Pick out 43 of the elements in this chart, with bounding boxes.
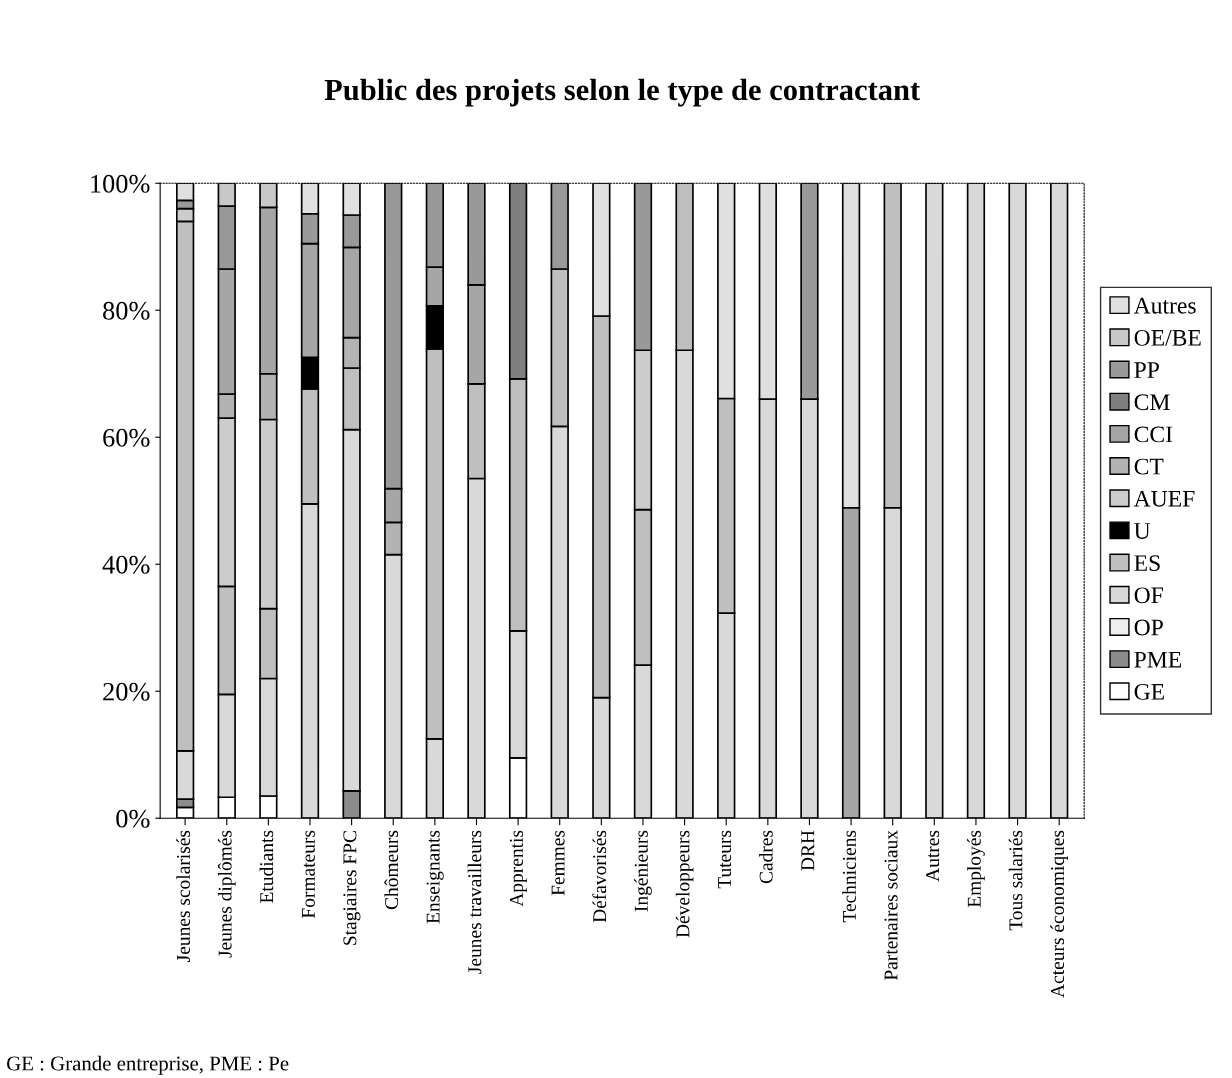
x-tick-label: Acteurs économiques — [1050, 830, 1069, 998]
x-tick-label: Apprentis — [509, 830, 527, 907]
x-tick-label: Techniciens — [842, 830, 856, 923]
x-tick-label: Femmes — [551, 830, 565, 896]
y-tick-label: 40% — [102, 555, 150, 574]
text: GE : Grande entreprise, PME : Pe — [7, 1055, 289, 1075]
x-tick-label: Jeunes scolarisés — [176, 830, 190, 962]
x-tick-label: Cadres — [759, 830, 773, 884]
legend-label: Autres — [1133, 297, 1196, 314]
y-tick-label: 80% — [103, 301, 150, 320]
legend-label: OP — [1134, 619, 1163, 636]
legend-label: CCI — [1134, 426, 1173, 443]
x-tick-label: Formateurs — [301, 830, 315, 919]
y-tick-label: 100% — [91, 174, 150, 193]
chart-title: Public des projets selon le type de contractant — [324, 78, 921, 107]
x-tick-label: Chômeurs — [384, 830, 399, 910]
x-tick-label: Employés — [967, 830, 985, 908]
x-tick-label: Jeunes diplômés — [217, 830, 236, 958]
x-tick-label: Tuteurs — [718, 830, 732, 889]
legend-label: GE — [1134, 683, 1164, 700]
x-tick-label: Défavorisés — [592, 830, 607, 923]
x-tick-label: Jeunes travailleurs — [467, 830, 482, 974]
x-tick-label: Développeurs — [675, 830, 694, 938]
x-tick-label: Stagiaires FPC — [343, 831, 361, 945]
x-tick-label: Partenaires sociaux — [884, 830, 898, 981]
legend-label: PP — [1134, 362, 1159, 378]
legend-label: ES — [1134, 555, 1160, 572]
y-tick-label: 20% — [103, 682, 150, 701]
y-tick-label: 0% — [116, 809, 150, 828]
legend-label: PME — [1134, 651, 1182, 668]
x-tick-label: Autres — [926, 830, 940, 882]
x-tick-label: Etudiants — [259, 830, 274, 903]
x-tick-label: Enseignants — [426, 830, 444, 924]
x-tick-label: Ingénieurs — [634, 830, 652, 912]
y-tick-label: 60% — [103, 428, 150, 447]
x-tick-label: DRH — [801, 830, 815, 871]
legend-label: CT — [1134, 458, 1164, 475]
legend-label: OF — [1134, 587, 1163, 604]
legend-label: CM — [1134, 394, 1170, 411]
legend-label: U — [1134, 523, 1151, 539]
x-tick-label: Tous salariés — [1008, 830, 1023, 931]
legend-label: OE/BE — [1134, 329, 1201, 346]
legend-label: AUEF — [1133, 490, 1195, 507]
